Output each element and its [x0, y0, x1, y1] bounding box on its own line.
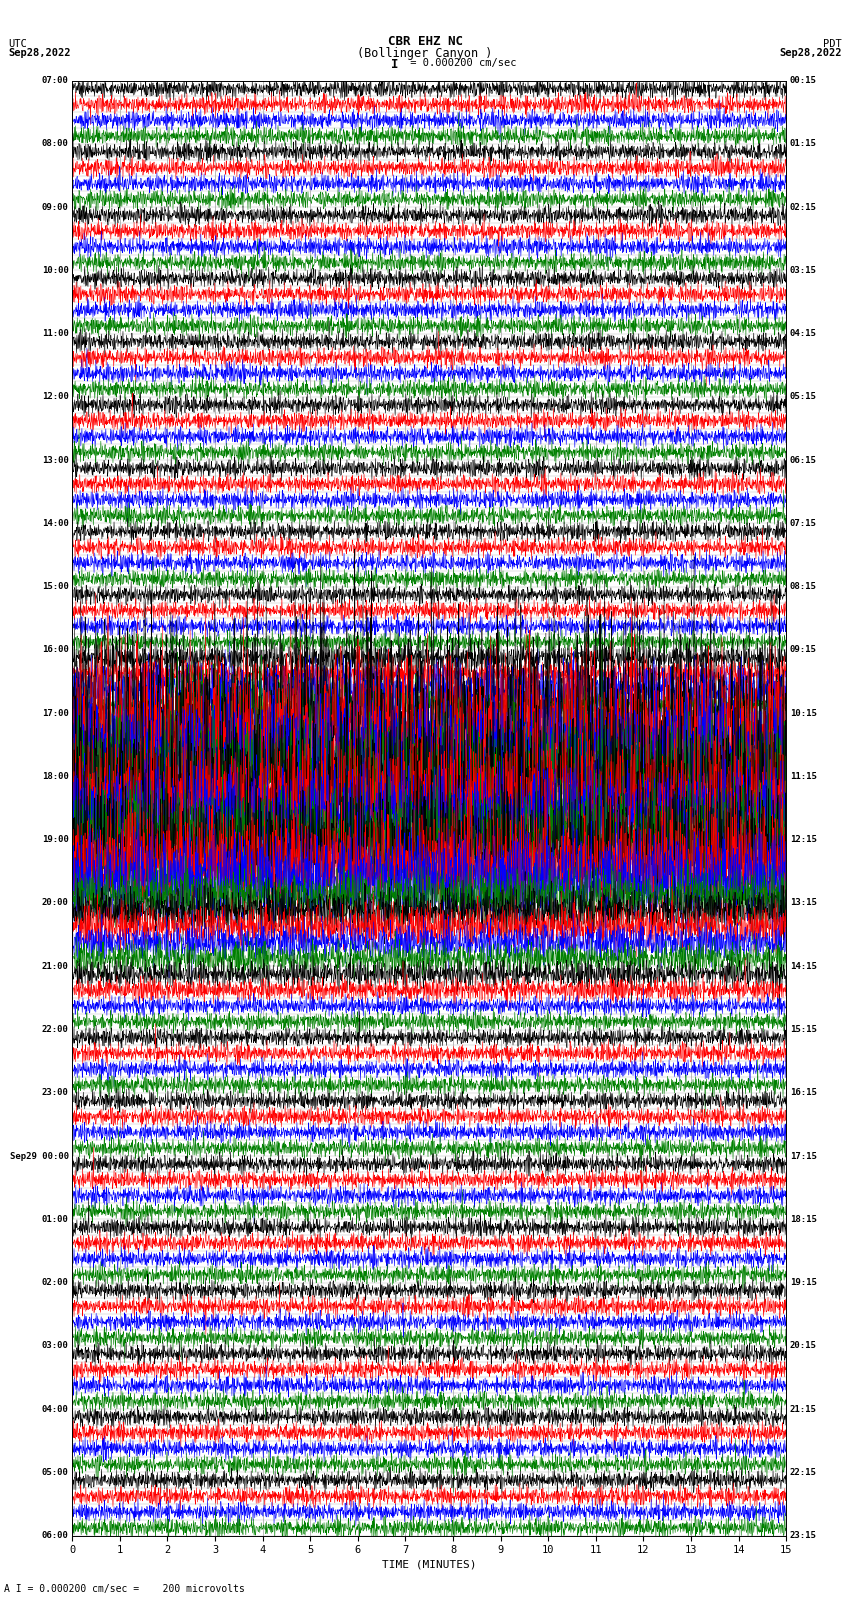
Text: 20:15: 20:15: [790, 1342, 817, 1350]
Text: 21:00: 21:00: [42, 961, 69, 971]
Text: 22:15: 22:15: [790, 1468, 817, 1478]
Text: 08:15: 08:15: [790, 582, 817, 592]
Text: 10:00: 10:00: [42, 266, 69, 274]
Text: 14:15: 14:15: [790, 961, 817, 971]
Text: 23:15: 23:15: [790, 1531, 817, 1540]
Text: 16:15: 16:15: [790, 1089, 817, 1097]
Text: 17:00: 17:00: [42, 708, 69, 718]
Text: UTC: UTC: [8, 39, 27, 48]
Text: 04:15: 04:15: [790, 329, 817, 339]
Text: 12:00: 12:00: [42, 392, 69, 402]
Text: Sep28,2022: Sep28,2022: [779, 48, 842, 58]
Text: 05:15: 05:15: [790, 392, 817, 402]
Text: I: I: [392, 58, 399, 71]
Text: 15:15: 15:15: [790, 1024, 817, 1034]
Text: 11:00: 11:00: [42, 329, 69, 339]
Text: 22:00: 22:00: [42, 1024, 69, 1034]
Text: 02:00: 02:00: [42, 1277, 69, 1287]
Text: 16:00: 16:00: [42, 645, 69, 655]
Text: 17:15: 17:15: [790, 1152, 817, 1160]
Text: 14:00: 14:00: [42, 519, 69, 527]
Text: Sep29 00:00: Sep29 00:00: [9, 1152, 69, 1160]
Text: 19:15: 19:15: [790, 1277, 817, 1287]
X-axis label: TIME (MINUTES): TIME (MINUTES): [382, 1560, 477, 1569]
Text: 18:00: 18:00: [42, 773, 69, 781]
Text: PDT: PDT: [823, 39, 842, 48]
Text: (Bollinger Canyon ): (Bollinger Canyon ): [357, 47, 493, 60]
Text: 13:15: 13:15: [790, 898, 817, 908]
Text: A I = 0.000200 cm/sec =    200 microvolts: A I = 0.000200 cm/sec = 200 microvolts: [4, 1584, 245, 1594]
Text: = 0.000200 cm/sec: = 0.000200 cm/sec: [404, 58, 516, 68]
Text: 01:00: 01:00: [42, 1215, 69, 1224]
Text: 11:15: 11:15: [790, 773, 817, 781]
Text: 01:15: 01:15: [790, 139, 817, 148]
Text: 08:00: 08:00: [42, 139, 69, 148]
Text: 09:15: 09:15: [790, 645, 817, 655]
Text: 06:15: 06:15: [790, 456, 817, 465]
Text: Sep28,2022: Sep28,2022: [8, 48, 71, 58]
Text: 03:00: 03:00: [42, 1342, 69, 1350]
Text: 19:00: 19:00: [42, 836, 69, 844]
Text: 15:00: 15:00: [42, 582, 69, 592]
Text: CBR EHZ NC: CBR EHZ NC: [388, 35, 462, 48]
Text: 23:00: 23:00: [42, 1089, 69, 1097]
Text: 04:00: 04:00: [42, 1405, 69, 1413]
Text: 10:15: 10:15: [790, 708, 817, 718]
Text: 13:00: 13:00: [42, 456, 69, 465]
Text: 20:00: 20:00: [42, 898, 69, 908]
Text: 07:15: 07:15: [790, 519, 817, 527]
Text: 05:00: 05:00: [42, 1468, 69, 1478]
Text: 02:15: 02:15: [790, 203, 817, 211]
Text: 12:15: 12:15: [790, 836, 817, 844]
Text: 00:15: 00:15: [790, 76, 817, 85]
Text: 21:15: 21:15: [790, 1405, 817, 1413]
Text: 03:15: 03:15: [790, 266, 817, 274]
Text: 06:00: 06:00: [42, 1531, 69, 1540]
Text: 07:00: 07:00: [42, 76, 69, 85]
Text: 09:00: 09:00: [42, 203, 69, 211]
Text: 18:15: 18:15: [790, 1215, 817, 1224]
